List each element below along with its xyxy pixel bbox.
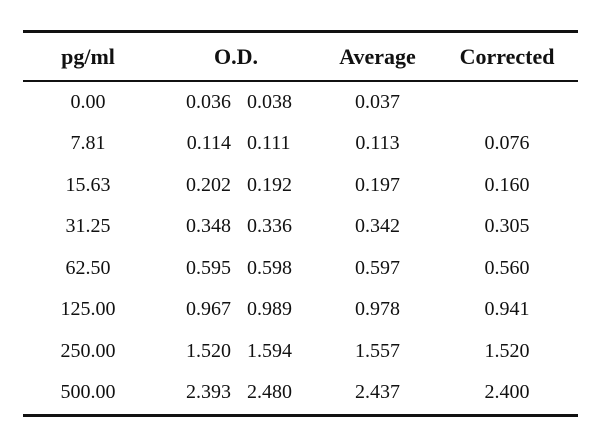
cell-corrected: 0.305	[484, 215, 530, 238]
cell-od1: 0.348	[186, 215, 231, 238]
cell-od2: 0.598	[247, 256, 292, 279]
cell-corrected: 0.160	[484, 173, 530, 196]
cell-conc: 125.00	[60, 298, 116, 321]
cell-corrected: 2.400	[484, 381, 530, 404]
table-body: 0.00 0.036 0.038 0.037 7.81 0.114 0.111 …	[23, 82, 578, 414]
cell-average: 0.342	[355, 215, 400, 238]
cell-corrected: 1.520	[484, 339, 530, 362]
cell-od1: 0.114	[186, 132, 231, 155]
table-row: 7.81 0.114 0.111 0.113 0.076	[23, 123, 578, 165]
table-row: 500.00 2.393 2.480 2.437 2.400	[23, 372, 578, 414]
cell-average: 0.113	[355, 132, 400, 155]
cell-conc: 250.00	[60, 339, 116, 362]
table-header: pg/ml O.D. Average Corrected	[23, 33, 578, 80]
cell-average: 0.978	[355, 298, 400, 321]
cell-conc: 500.00	[60, 381, 116, 404]
cell-conc: 62.50	[65, 256, 111, 279]
cell-od2: 0.038	[247, 90, 292, 113]
table-row: 125.00 0.967 0.989 0.978 0.941	[23, 289, 578, 331]
header-average: Average	[339, 43, 416, 69]
cell-average: 1.557	[355, 339, 400, 362]
table-top-rule	[23, 30, 578, 33]
cell-conc: 7.81	[70, 132, 106, 155]
cell-od2: 1.594	[247, 339, 292, 362]
cell-conc: 15.63	[65, 173, 111, 196]
cell-conc: 0.00	[70, 90, 106, 113]
cell-corrected: 0.076	[484, 132, 530, 155]
cell-conc: 31.25	[65, 215, 111, 238]
cell-average: 2.437	[355, 381, 400, 404]
cell-corrected: 0.560	[484, 256, 530, 279]
header-od: O.D.	[214, 43, 258, 69]
cell-od2: 0.111	[247, 132, 291, 155]
cell-average: 0.597	[355, 256, 400, 279]
table-row: 0.00 0.036 0.038 0.037	[23, 82, 578, 124]
cell-od2: 0.192	[247, 173, 292, 196]
data-table: pg/ml O.D. Average Corrected	[23, 33, 578, 80]
cell-od1: 0.202	[186, 173, 231, 196]
cell-corrected: 0.941	[484, 298, 530, 321]
table-header-rule	[23, 80, 578, 82]
table-row: 15.63 0.202 0.192 0.197 0.160	[23, 165, 578, 207]
cell-od1: 0.595	[186, 256, 231, 279]
header-conc: pg/ml	[61, 43, 115, 69]
data-table-body: 0.00 0.036 0.038 0.037 7.81 0.114 0.111 …	[23, 82, 578, 414]
cell-od1: 2.393	[186, 381, 231, 404]
table-bottom-rule	[23, 413, 578, 417]
cell-od1: 0.036	[186, 90, 231, 113]
cell-average: 0.037	[355, 90, 400, 113]
cell-od2: 0.336	[247, 215, 292, 238]
table-row: 250.00 1.520 1.594 1.557 1.520	[23, 331, 578, 373]
cell-od2: 0.989	[247, 298, 292, 321]
cell-od2: 2.480	[247, 381, 292, 404]
header-row: pg/ml O.D. Average Corrected	[23, 33, 578, 80]
cell-corrected	[436, 82, 578, 124]
cell-od1: 1.520	[186, 339, 231, 362]
header-corrected: Corrected	[459, 43, 555, 69]
table-row: 62.50 0.595 0.598 0.597 0.560	[23, 248, 578, 290]
cell-average: 0.197	[355, 173, 400, 196]
table-row: 31.25 0.348 0.336 0.342 0.305	[23, 206, 578, 248]
cell-od1: 0.967	[186, 298, 231, 321]
standard-curve-table: pg/ml O.D. Average Corrected 0.00 0.036 …	[23, 30, 578, 417]
